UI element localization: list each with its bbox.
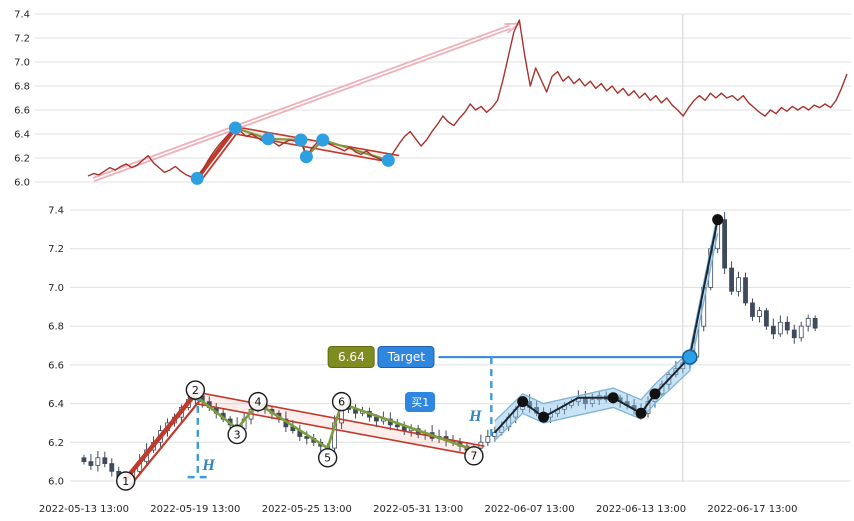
candle-body xyxy=(750,302,755,317)
y-tick-label: 6.0 xyxy=(14,178,30,189)
overview-chart: 7.4 7.2 7.0 6.8 6.6 6.4 6.2 6.0 xyxy=(14,10,851,189)
impulse-line xyxy=(128,400,200,488)
y-tick-label: 7.2 xyxy=(48,244,64,255)
candle-body xyxy=(499,426,505,434)
channel-edge xyxy=(494,213,719,422)
candle-body xyxy=(88,461,94,466)
x-tick-label: 2022-06-17 13:00 xyxy=(707,504,797,515)
candle-body xyxy=(805,317,811,327)
candle-body xyxy=(485,436,491,443)
trend-arrow-shaft xyxy=(93,27,511,183)
pivot-dot xyxy=(316,133,330,147)
target-hit-dot xyxy=(682,349,698,365)
pivot-dot xyxy=(190,171,204,185)
candle-body xyxy=(777,321,783,335)
y-tick-label: 7.0 xyxy=(48,283,64,294)
y-tick-label: 6.6 xyxy=(48,360,64,371)
pivot-circle xyxy=(185,380,206,400)
price-line xyxy=(87,19,848,180)
x-tick-label: 2022-05-19 13:00 xyxy=(150,504,240,515)
candle-body xyxy=(589,399,595,404)
measured-target-price-badge: 6.64 xyxy=(327,346,375,369)
candle-body xyxy=(812,317,818,329)
pivot-number: 3 xyxy=(234,428,241,441)
wave-dot xyxy=(607,392,619,404)
candle-body xyxy=(109,463,115,472)
candle-body xyxy=(81,457,87,463)
pivot-number: 2 xyxy=(192,384,199,397)
candle-body xyxy=(757,310,762,317)
candle-body xyxy=(791,329,797,339)
wave-dot xyxy=(649,388,661,400)
trendline xyxy=(195,402,478,457)
pivot-circle xyxy=(464,446,484,466)
pivot-dot xyxy=(294,133,308,147)
candle-body xyxy=(729,267,734,292)
candle-body xyxy=(102,457,108,464)
channel-band xyxy=(494,213,718,441)
height-measure-label-2: H xyxy=(469,408,482,426)
candle-body xyxy=(770,325,776,335)
candle-body xyxy=(764,310,769,327)
candle-body xyxy=(784,321,790,331)
candle-body xyxy=(394,424,400,428)
impulse-line xyxy=(123,391,198,482)
pivot-circle xyxy=(116,471,136,491)
y-tick-label: 7.0 xyxy=(14,58,30,69)
target-badge: Target xyxy=(377,346,435,369)
impulse-line xyxy=(199,130,240,183)
height-measure-label-1: H xyxy=(202,456,215,474)
y-tick-label: 6.8 xyxy=(48,322,64,333)
x-tick-label: 2022-06-13 13:00 xyxy=(596,504,686,515)
candle-body xyxy=(374,416,379,422)
pivot-number: 6 xyxy=(338,395,345,408)
y-tick-label: 6.4 xyxy=(48,399,64,410)
y-tick-label: 6.2 xyxy=(14,154,30,165)
pivot-dot xyxy=(261,132,275,146)
pivot-circle xyxy=(331,391,352,412)
pivot-number: 5 xyxy=(324,452,331,465)
wave-dot xyxy=(538,411,550,423)
x-tick-label: 2022-06-07 13:00 xyxy=(485,504,575,515)
detail-chart: 7.4 7.2 7.0 6.8 6.6 6.4 6.2 6.0 2022-05-13 13:00… xyxy=(39,206,851,515)
pivot-dot xyxy=(228,121,242,135)
channel-edge xyxy=(494,233,719,441)
x-tick-label: 2022-05-31 13:00 xyxy=(373,504,463,515)
pivot-circle xyxy=(317,448,338,468)
impulse-line xyxy=(195,126,238,181)
wave-dot xyxy=(712,214,724,226)
pivot-circle xyxy=(248,391,268,412)
x-tick-label: 2022-05-13 13:00 xyxy=(39,504,129,515)
x-tick-label: 2022-05-25 13:00 xyxy=(262,504,352,515)
candle-body xyxy=(722,219,728,269)
pivot-dot xyxy=(299,150,313,164)
candle-body xyxy=(736,277,741,292)
wedge-fill xyxy=(195,391,485,456)
pivot-circle xyxy=(227,424,247,445)
pivot-number: 7 xyxy=(470,450,477,463)
y-tick-label: 7.4 xyxy=(14,10,30,21)
y-tick-label: 7.4 xyxy=(48,206,64,217)
pivot-dot xyxy=(381,153,395,167)
y-tick-label: 7.2 xyxy=(14,34,30,45)
trend-arrow-shaft xyxy=(92,24,510,179)
y-tick-label: 6.2 xyxy=(48,438,64,449)
pivot-number: 1 xyxy=(122,475,129,488)
y-tick-label: 6.4 xyxy=(14,130,30,141)
y-tick-label: 6.6 xyxy=(14,106,30,117)
candle-body xyxy=(798,325,804,339)
buy-signal-badge: 买1 xyxy=(405,391,436,412)
pivot-number: 4 xyxy=(255,395,262,408)
wave-dot xyxy=(635,407,647,419)
zigzag-line xyxy=(194,394,475,452)
candle-body xyxy=(743,277,748,304)
candle-body xyxy=(95,457,101,466)
y-tick-label: 6.8 xyxy=(14,82,30,93)
wave-dot xyxy=(517,396,529,408)
y-tick-label: 6.0 xyxy=(48,476,64,487)
